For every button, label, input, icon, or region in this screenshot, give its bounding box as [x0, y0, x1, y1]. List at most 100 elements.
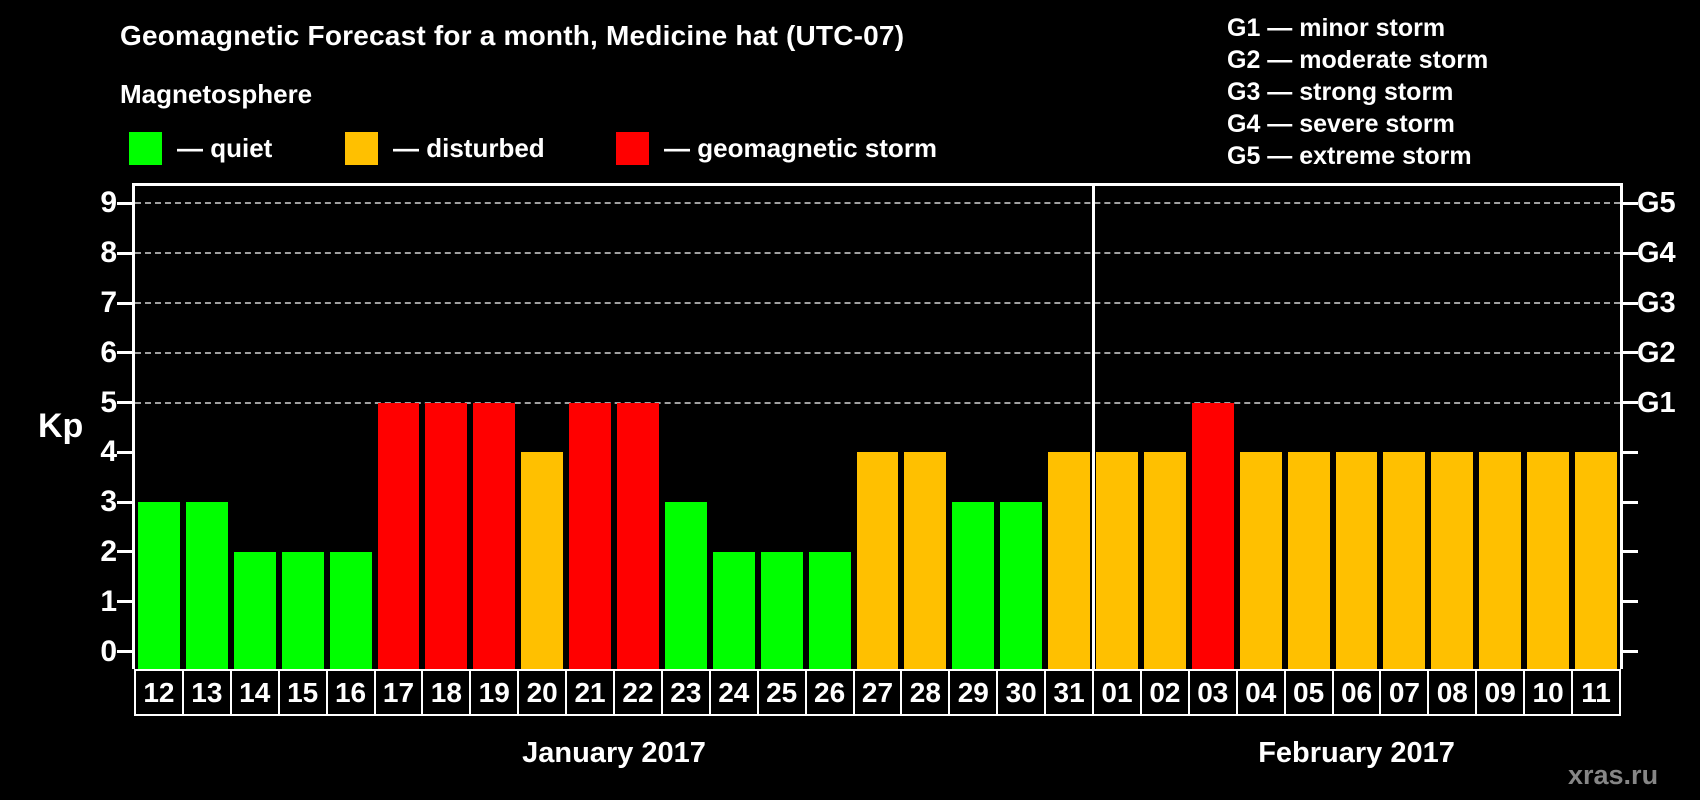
legend-item-disturbed: — disturbed: [345, 132, 545, 165]
right-axis-label-g5: G5: [1637, 187, 1676, 220]
day-label: 27: [852, 669, 903, 716]
kp-bar: [1383, 452, 1426, 669]
y-tick-left: [117, 401, 132, 405]
kp-bar: [185, 502, 228, 669]
day-label: 23: [660, 669, 711, 716]
y-tick-right: [1623, 401, 1638, 405]
quiet-swatch-icon: [129, 132, 162, 165]
y-tick-left: [117, 301, 132, 305]
day-label: 30: [996, 669, 1047, 716]
y-tick-label-3: 3: [100, 485, 117, 519]
day-label: 11: [1571, 669, 1621, 716]
day-axis-row: 12 13 14 15 16 17 18 19 20 21 22 23 24 25 26 27 28 29 30 31…: [134, 669, 1621, 716]
legend-item-quiet: — quiet: [129, 132, 272, 165]
day-label: 10: [1523, 669, 1574, 716]
y-tick-left: [117, 450, 132, 454]
day-label: 12: [134, 669, 184, 716]
y-tick-right: [1623, 351, 1638, 355]
kp-bar: [377, 402, 420, 669]
day-label: 08: [1427, 669, 1478, 716]
day-label: 02: [1139, 669, 1190, 716]
y-tick-right: [1623, 600, 1638, 604]
g-scale-legend: G1 — minor storm G2 — moderate storm G3 …: [1227, 12, 1488, 172]
legend-item-storm: — geomagnetic storm: [616, 132, 937, 165]
kp-bar: [1575, 452, 1617, 669]
day-label: 26: [804, 669, 855, 716]
day-label: 21: [565, 669, 616, 716]
day-label: 14: [229, 669, 280, 716]
y-tick-label-6: 6: [100, 335, 117, 369]
kp-bar: [1527, 452, 1570, 669]
y-tick-right: [1623, 301, 1638, 305]
kp-bar: [617, 402, 659, 669]
kp-bar: [904, 452, 947, 669]
month-label: February 2017: [1258, 737, 1455, 769]
gridline-kp6: [135, 351, 1620, 354]
day-label: 09: [1475, 669, 1526, 716]
day-label: 15: [277, 669, 328, 716]
kp-bar: [473, 402, 516, 669]
g-scale-line: G2 — moderate storm: [1227, 46, 1489, 74]
month-separator: [1091, 186, 1095, 669]
y-tick-right: [1623, 500, 1638, 504]
kp-bar: [664, 502, 707, 669]
y-tick-left: [117, 500, 132, 504]
day-label: 22: [613, 669, 663, 716]
right-axis-label-g4: G4: [1637, 237, 1676, 270]
y-tick-label-9: 9: [100, 186, 117, 220]
day-label: 18: [421, 669, 472, 716]
kp-bar: [233, 552, 276, 669]
legend-item-label: — disturbed: [393, 133, 545, 163]
y-tick-label-1: 1: [100, 584, 117, 618]
kp-bar: [138, 502, 180, 669]
right-axis-label-g2: G2: [1637, 336, 1676, 369]
y-tick-right: [1623, 251, 1638, 255]
right-axis-label-g3: G3: [1637, 287, 1676, 319]
day-label: 25: [756, 669, 807, 716]
y-tick-label-0: 0: [100, 634, 117, 668]
day-label: 28: [900, 669, 951, 716]
kp-bar: [1096, 452, 1138, 669]
y-tick-left: [117, 600, 132, 604]
g-scale-line: G4 — severe storm: [1227, 110, 1455, 138]
y-tick-label-8: 8: [100, 236, 117, 270]
month-label: January 2017: [522, 737, 706, 769]
gridline-kp9: [135, 202, 1620, 205]
kp-bar: [1479, 452, 1522, 669]
day-label: 29: [948, 669, 999, 716]
day-label: 17: [373, 669, 424, 716]
legend-item-label: — geomagnetic storm: [664, 133, 938, 163]
kp-bar: [281, 552, 324, 669]
right-axis-label-g1: G1: [1637, 386, 1676, 419]
day-label: 13: [181, 669, 232, 716]
y-tick-left: [117, 351, 132, 355]
kp-bar: [1431, 452, 1474, 669]
y-axis-title: Kp: [38, 407, 84, 445]
kp-bar: [1143, 452, 1186, 669]
chart-title: Geomagnetic Forecast for a month, Medici…: [120, 20, 905, 51]
day-label: 01: [1092, 669, 1142, 716]
day-label: 16: [325, 669, 376, 716]
kp-bar: [952, 502, 995, 669]
day-label: 31: [1044, 669, 1095, 716]
day-label: 04: [1235, 669, 1286, 716]
disturbed-swatch-icon: [345, 132, 378, 165]
plot-area: [132, 183, 1623, 669]
kp-bar: [521, 452, 564, 669]
kp-bar: [808, 552, 851, 669]
day-label: 07: [1379, 669, 1430, 716]
kp-bar: [1335, 452, 1378, 669]
kp-bar: [712, 552, 755, 669]
kp-bar: [425, 402, 468, 669]
day-label: 19: [469, 669, 520, 716]
legend-item-label: — quiet: [177, 133, 273, 163]
day-label: 03: [1187, 669, 1238, 716]
g-scale-line: G3 — strong storm: [1227, 78, 1454, 106]
y-tick-right: [1623, 650, 1638, 654]
kp-bar: [1000, 502, 1043, 669]
y-tick-left: [117, 550, 132, 554]
y-tick-label-2: 2: [100, 534, 117, 568]
gridline-kp8: [135, 252, 1620, 255]
magnetosphere-heading: Magnetosphere: [120, 79, 313, 109]
kp-bar: [329, 552, 372, 669]
